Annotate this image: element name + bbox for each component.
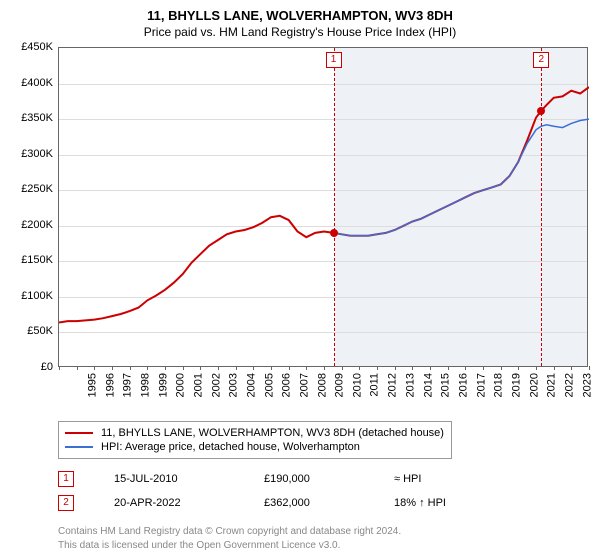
x-axis-label: 1995	[86, 373, 98, 397]
chart-area: 12£0£50K£100K£150K£200K£250K£300K£350K£4…	[10, 47, 590, 417]
y-axis-label: £250K	[21, 183, 53, 195]
x-axis-label: 2009	[334, 373, 346, 397]
x-axis-label: 2019	[510, 373, 522, 397]
sale-row: 1 15-JUL-2010 £190,000 ≈ HPI	[58, 467, 590, 491]
footer-line1: Contains HM Land Registry data © Crown c…	[58, 525, 590, 539]
x-axis-label: 2004	[245, 373, 257, 397]
x-axis-label: 2017	[475, 373, 487, 397]
sale-badge: 2	[58, 495, 74, 511]
sale-marker-dot	[330, 229, 338, 237]
sale-price: £362,000	[264, 497, 354, 509]
x-axis-label: 2015	[440, 373, 452, 397]
x-axis-label: 2020	[528, 373, 540, 397]
x-axis-label: 2014	[422, 373, 434, 397]
y-axis-label: £300K	[21, 148, 53, 160]
x-axis-label: 2006	[281, 373, 293, 397]
x-axis-label: 2002	[210, 373, 222, 397]
x-axis-label: 2018	[493, 373, 505, 397]
sale-date: 20-APR-2022	[114, 497, 224, 509]
legend-item: HPI: Average price, detached house, Wolv…	[65, 440, 445, 454]
x-axis-label: 2008	[316, 373, 328, 397]
sales-table: 1 15-JUL-2010 £190,000 ≈ HPI 2 20-APR-2022 £36…	[58, 467, 590, 515]
y-axis-label: £450K	[21, 41, 53, 53]
y-axis-label: £150K	[21, 254, 53, 266]
chart-svg	[59, 48, 589, 368]
y-axis-label: £400K	[21, 77, 53, 89]
sale-date: 15-JUL-2010	[114, 473, 224, 485]
x-axis-label: 1999	[157, 373, 169, 397]
series-line-0	[59, 87, 589, 322]
chart-title-line1: 11, BHYLLS LANE, WOLVERHAMPTON, WV3 8DH	[10, 8, 590, 23]
legend-item: 11, BHYLLS LANE, WOLVERHAMPTON, WV3 8DH …	[65, 426, 445, 440]
chart-title-line2: Price paid vs. HM Land Registry's House …	[10, 25, 590, 39]
x-tick	[589, 366, 590, 370]
y-axis-label: £0	[41, 361, 53, 373]
x-axis-label: 2023	[581, 373, 593, 397]
footer-line2: This data is licensed under the Open Gov…	[58, 539, 590, 553]
x-axis-label: 2005	[263, 373, 275, 397]
sale-hpi-rel: ≈ HPI	[394, 473, 421, 485]
x-axis-label: 1998	[139, 373, 151, 397]
sale-row: 2 20-APR-2022 £362,000 18% ↑ HPI	[58, 491, 590, 515]
sale-marker-callout: 2	[533, 52, 549, 68]
x-axis-label: 2013	[404, 373, 416, 397]
y-axis-label: £50K	[27, 325, 53, 337]
x-axis-label: 2001	[192, 373, 204, 397]
x-axis-label: 2016	[457, 373, 469, 397]
sale-marker-line	[334, 48, 335, 366]
chart-footer: Contains HM Land Registry data © Crown c…	[58, 525, 590, 552]
plot-region: 12	[58, 47, 588, 367]
legend-label: 11, BHYLLS LANE, WOLVERHAMPTON, WV3 8DH …	[101, 427, 444, 439]
sale-marker-line	[541, 48, 542, 366]
sale-marker-dot	[537, 107, 545, 115]
x-axis-label: 1996	[104, 373, 116, 397]
x-axis-label: 2021	[546, 373, 558, 397]
x-axis-label: 2010	[351, 373, 363, 397]
sale-badge: 1	[58, 471, 74, 487]
x-axis-label: 1997	[122, 373, 134, 397]
x-axis-label: 2022	[563, 373, 575, 397]
x-axis-label: 2012	[387, 373, 399, 397]
x-axis-label: 2000	[175, 373, 187, 397]
legend-swatch	[65, 446, 93, 448]
sale-price: £190,000	[264, 473, 354, 485]
y-axis-label: £100K	[21, 290, 53, 302]
y-axis-label: £200K	[21, 219, 53, 231]
legend-box: 11, BHYLLS LANE, WOLVERHAMPTON, WV3 8DH …	[58, 421, 452, 459]
series-line-1	[334, 119, 590, 236]
legend-label: HPI: Average price, detached house, Wolv…	[101, 441, 360, 453]
x-axis-label: 2003	[228, 373, 240, 397]
sale-hpi-rel: 18% ↑ HPI	[394, 497, 446, 509]
y-axis-label: £350K	[21, 112, 53, 124]
legend-swatch	[65, 432, 93, 434]
sale-marker-callout: 1	[326, 52, 342, 68]
x-axis-label: 2011	[368, 373, 380, 397]
x-axis-label: 2007	[298, 373, 310, 397]
